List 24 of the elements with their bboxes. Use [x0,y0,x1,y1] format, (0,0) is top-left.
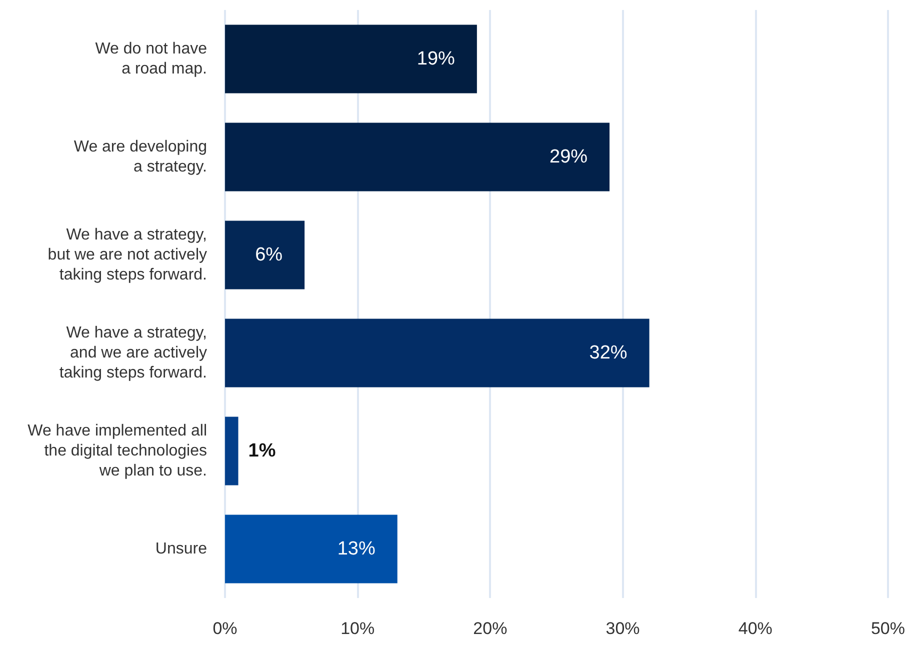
y-tick-label: We have implemented all the digital technologies we plan to use. [28,422,207,480]
data-label: 32% [589,342,628,364]
y-tick-label: We have a strategy, but we are not actively taking steps forward. [48,226,207,284]
x-tick-label: 20% [473,619,508,638]
bar [225,416,238,486]
x-tick-label: 50% [870,619,906,638]
y-tick-label: We are developing a strategy. [74,138,207,176]
bar [225,514,398,584]
data-label: 19% [416,48,456,70]
bar [225,220,305,290]
data-label: 13% [337,538,376,560]
y-tick-label: We have a strategy, and we are actively taking steps forward. [59,324,207,382]
data-label: 1% [248,440,276,462]
bar [225,122,610,192]
bar [225,24,477,94]
y-tick-label: Unsure [155,540,208,558]
x-tick-label: 0% [212,619,238,638]
x-tick-label: 10% [340,619,375,638]
data-label: 29% [550,146,588,168]
y-tick-label: We do not have a road map. [95,40,208,78]
data-label: 6% [255,244,283,266]
x-tick-label: 30% [606,619,640,638]
x-tick-label: 40% [738,619,772,638]
bar [225,318,650,388]
